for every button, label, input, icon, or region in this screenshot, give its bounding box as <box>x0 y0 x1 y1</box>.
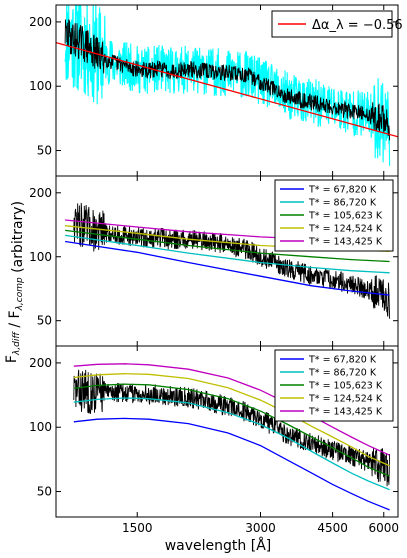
panel-1-spectrum-line <box>64 19 391 141</box>
panel-3-series-line-3 <box>73 383 390 477</box>
panel-2-series-line-2 <box>65 234 390 274</box>
panel-2-series-line-1 <box>65 240 390 296</box>
panel-3-frame <box>55 345 399 518</box>
legend-label: T* = 105,623 K <box>308 211 383 222</box>
x-tick-label: 4500 <box>317 521 348 535</box>
legend-label: T* = 143,425 K <box>308 237 383 248</box>
y-tick-label: 100 <box>29 420 52 434</box>
legend-label: T* = 105,623 K <box>308 381 383 392</box>
y-tick-label: 200 <box>29 186 52 200</box>
x-tick-label: 6000 <box>368 521 399 535</box>
y-tick-label: 50 <box>37 144 52 158</box>
y-tick-label: 200 <box>29 356 52 370</box>
legend-label: T* = 86,720 K <box>308 198 377 209</box>
legend-label: T* = 124,524 K <box>308 224 383 235</box>
panel-3-series-line-4 <box>73 373 390 467</box>
legend-label: Δα_λ = −0.56 <box>312 18 403 33</box>
panel-3-spectrum-line <box>73 369 391 487</box>
legend-label: T* = 67,820 K <box>308 355 377 366</box>
panel-1-plot-area <box>56 5 398 166</box>
panel-3-series-line-5 <box>73 363 390 456</box>
x-tick-label: 3000 <box>245 521 276 535</box>
x-tick-label: 1500 <box>122 521 153 535</box>
y-tick-label: 50 <box>37 485 52 499</box>
panel-1-series-line-1 <box>56 41 398 138</box>
legend-label: T* = 67,820 K <box>308 185 377 196</box>
panel-3-plot-area <box>73 363 391 511</box>
panel-3-series-line-2 <box>73 397 390 491</box>
panel-2-series-line-3 <box>65 229 390 263</box>
y-tick-label: 50 <box>37 314 52 328</box>
y-tick-label: 100 <box>29 250 52 264</box>
legend-label: T* = 86,720 K <box>308 368 377 379</box>
legend-label: T* = 124,524 K <box>308 394 383 405</box>
x-axis-label: wavelength [Å] <box>165 537 272 554</box>
panel-3-series-line-1 <box>73 417 390 511</box>
y-axis-label: Fλ,diff / Fλ,comp (arbitrary) <box>4 201 26 363</box>
y-tick-label: 100 <box>29 79 52 93</box>
y-tick-label: 200 <box>29 15 52 29</box>
legend-label: T* = 143,425 K <box>308 407 383 418</box>
